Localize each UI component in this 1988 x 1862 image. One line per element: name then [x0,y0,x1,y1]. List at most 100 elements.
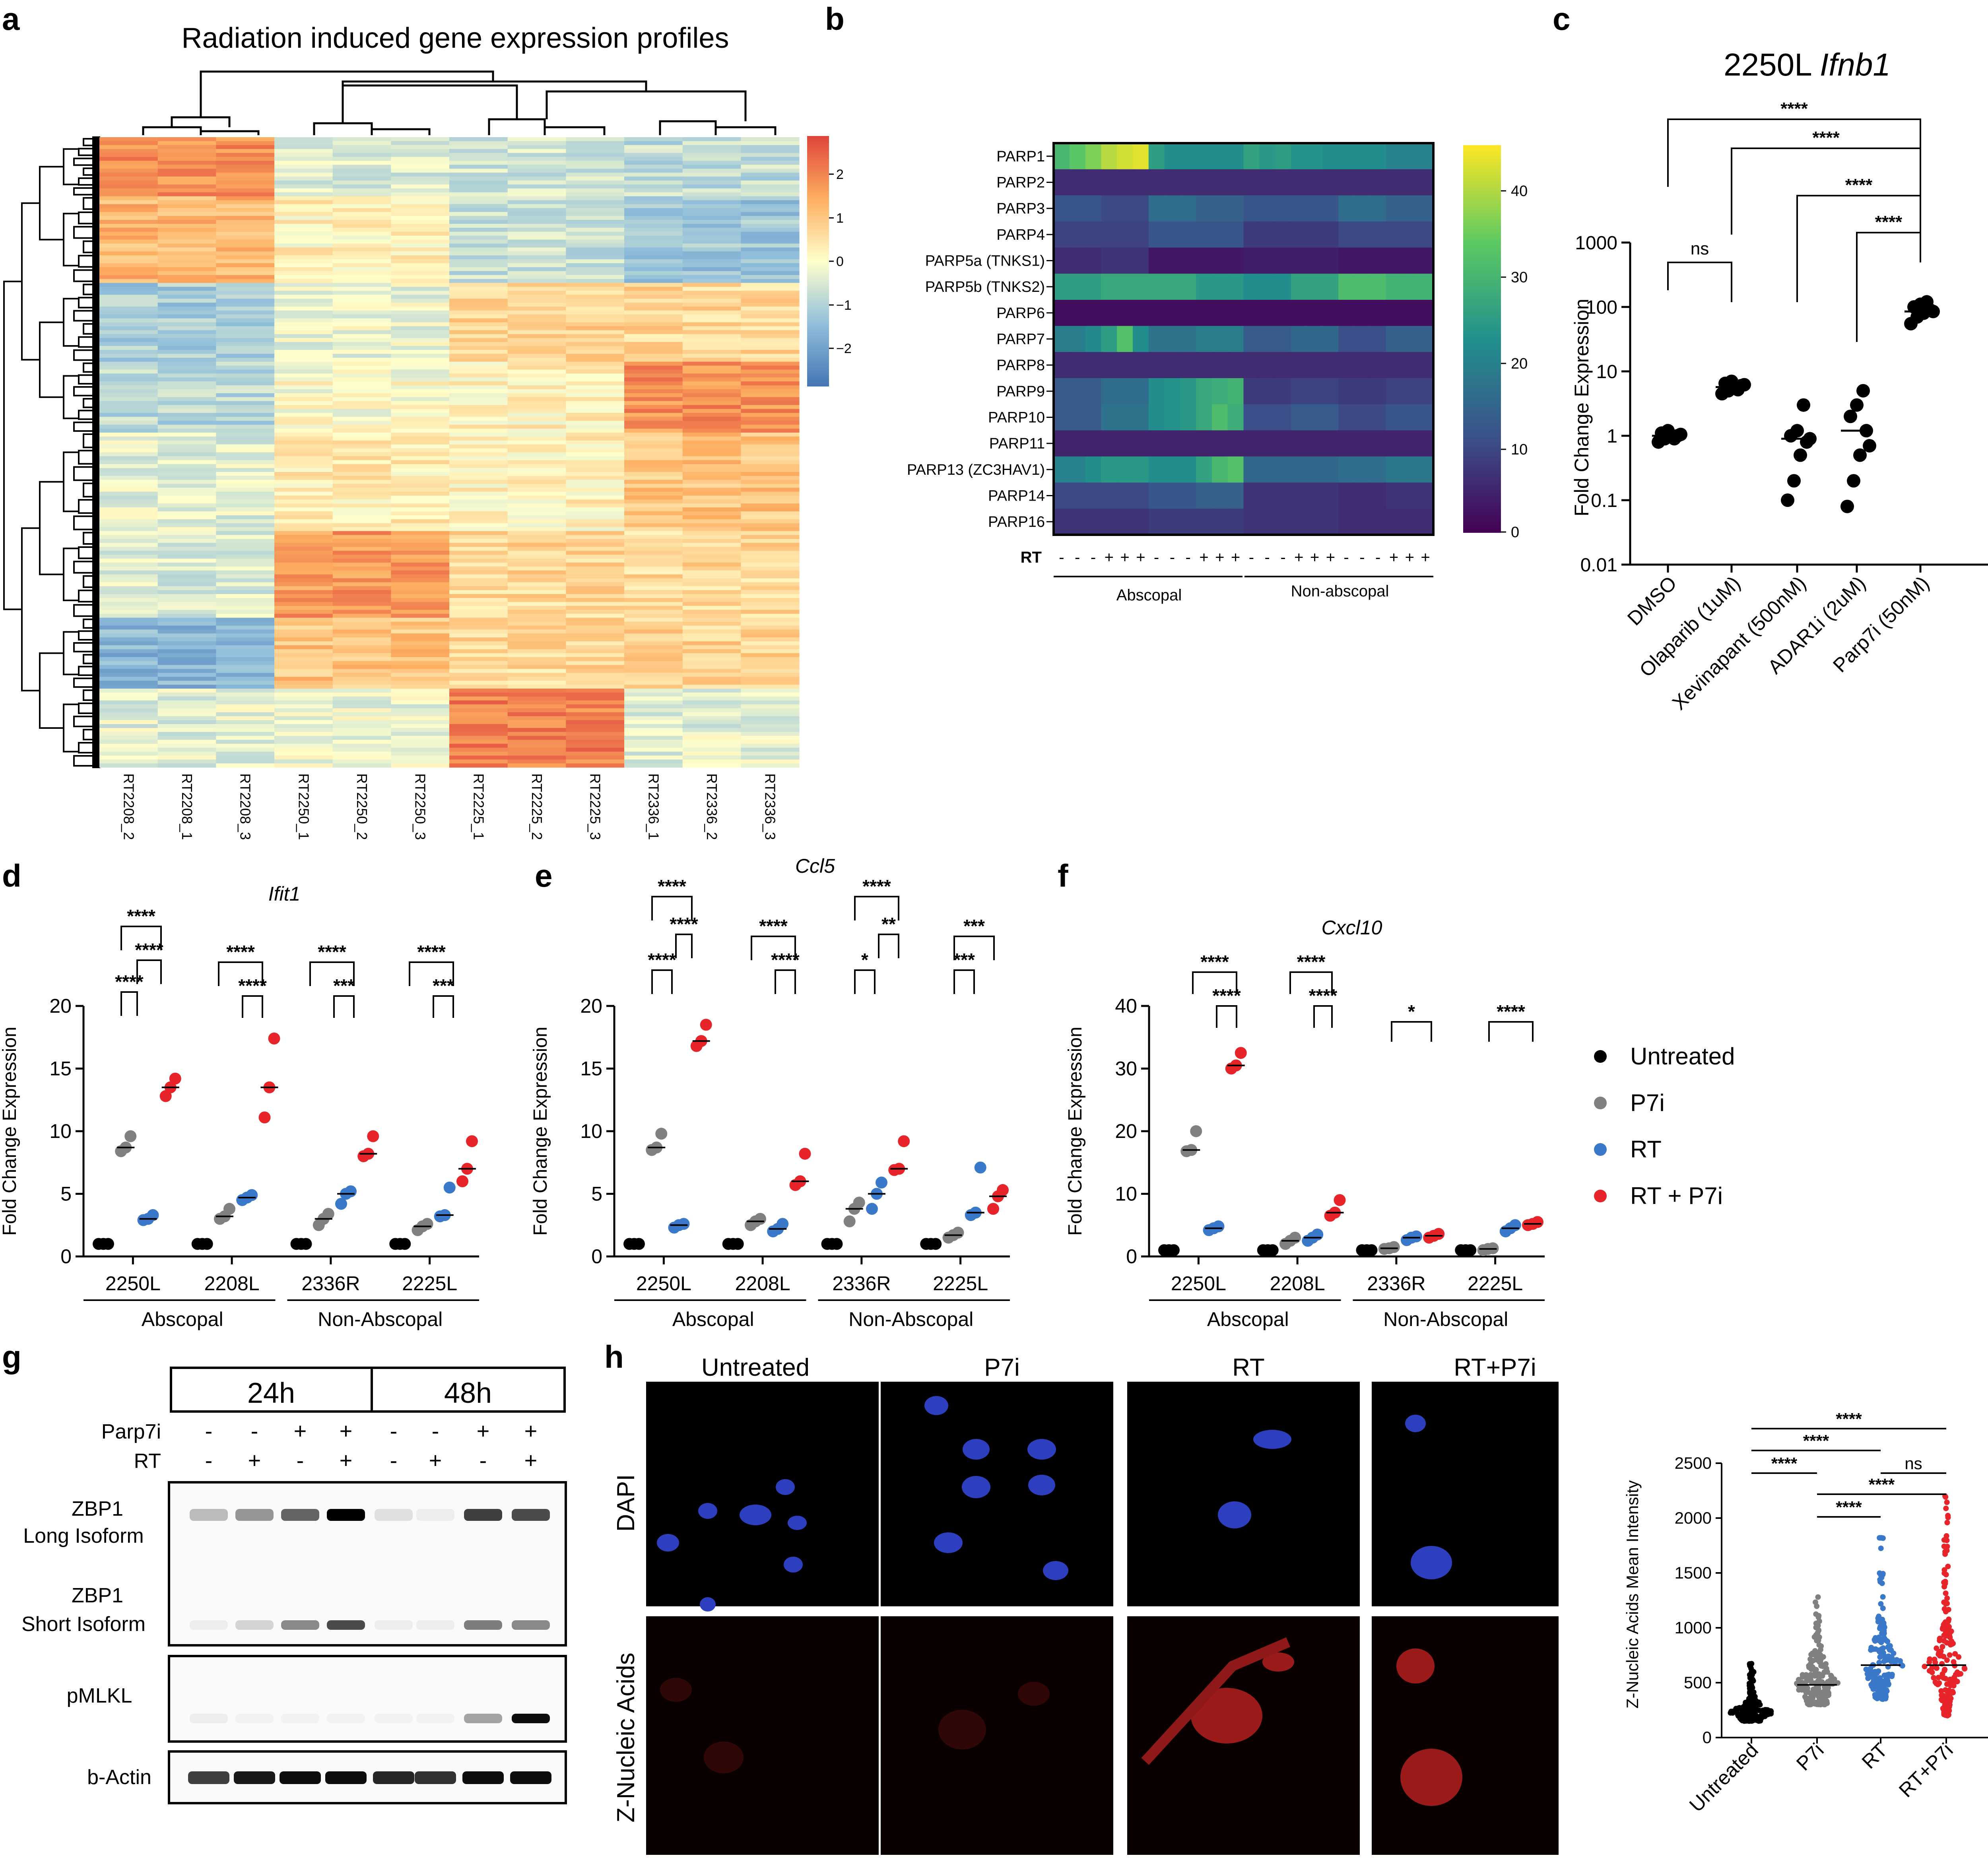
heatmap-a-cell [391,338,450,342]
heatmap-a-cell [449,740,508,744]
heatmap-a-cell [624,220,683,224]
heatmap-a-cell [391,231,450,236]
h-category-label: Untreated [1685,1739,1763,1816]
heatmap-a-cell [216,456,275,460]
heatmap-a-cell [449,271,508,276]
heatmap-a-cell [682,700,741,705]
heatmap-b-cell [1054,352,1070,379]
z-nucleic-signal [1191,1688,1262,1744]
heatmap-a-cell [507,334,566,338]
c-ytick-label: 100 [1586,297,1617,318]
heatmap-a-cell [682,161,741,165]
heatmap-a-cell [624,259,683,264]
band-pmlkl [375,1714,413,1723]
rt-mark: + [1294,549,1303,566]
rt-mark: + [1105,549,1114,566]
c-ytick-label: 0.1 [1591,490,1617,511]
heatmap-a-cell [624,629,683,634]
heatmap-a-cell [741,736,800,740]
heatmap-a-cell [332,732,391,736]
panel_e-point [843,1215,856,1227]
heatmap-b-cell [1275,300,1291,326]
heatmap-a-cell [216,212,275,216]
heatmap-a-cell [566,460,625,464]
heatmap-a-cell [449,716,508,720]
heatmap-b-cell [1133,221,1149,248]
heatmap-a-cell [682,685,741,689]
gene-label: PARP8 [996,357,1045,374]
h-point [1728,1710,1734,1716]
heatmap-a-cell [624,243,683,248]
heatmap-a-cell [274,472,333,476]
heatmap-a-cell [449,708,508,713]
heatmap-a-cell [99,677,158,681]
row-dendro-branch [83,398,93,408]
h-point [1944,1538,1950,1544]
heatmap-a-cell [332,165,391,169]
heatmap-a-cell [332,617,391,622]
heatmap-a-cell [391,495,450,500]
panel-letter-d: d [2,858,21,893]
dapi-nucleus [1411,1546,1452,1579]
heatmap-a-cell [391,177,450,181]
heatmap-a-cell [216,716,275,720]
heatmap-a-cell [99,291,158,295]
heatmap-a-cell [216,515,275,520]
rt-mark: + [1199,549,1208,566]
heatmap-a-cell [624,606,683,610]
micro-col-rt: RT [1232,1354,1265,1381]
heatmap-a-cell [99,157,158,161]
heatmap-a-cell [391,275,450,280]
heatmap-a-cell [566,192,625,197]
gene-label: PARP2 [996,175,1045,191]
heatmap-a-cell [624,192,683,197]
rt-mark: + [1421,549,1430,566]
gene-label: PARP11 [989,435,1045,452]
heatmap-a-cell [624,562,683,567]
parp7i-mark: + [340,1418,353,1443]
heatmap-a-cell [624,633,683,638]
heatmap-a-cell [741,330,800,334]
heatmap-a-cell [682,243,741,248]
heatmap-a-cell [682,755,741,760]
heatmap-b-cell [1227,247,1244,274]
heatmap-a-cell [391,464,450,468]
heatmap-a-cell [332,235,391,240]
heatmap-a-cell [741,377,800,382]
h-point [1830,1681,1836,1687]
heatmap-a-cell [157,444,216,449]
heatmap-a-cell [624,519,683,524]
sample-label: RT2208_2 [120,773,137,840]
heatmap-a-cell [741,507,800,512]
heatmap-a-cell [332,629,391,634]
panel_e-point [898,1135,910,1147]
heatmap-a-cell [624,291,683,295]
panel_d-ytick-label: 5 [60,1183,72,1205]
heatmap-a-cell [741,157,800,161]
heatmap-b-cell [1117,352,1133,379]
heatmap-a-cell [391,322,450,327]
heatmap-a-cell [682,732,741,736]
heatmap-a-cell [391,582,450,586]
heatmap-a-cell [682,322,741,327]
row-dendro-branch [73,642,93,652]
heatmap-a-cell [274,535,333,539]
heatmap-a-cell [157,460,216,464]
heatmap-a-cell [566,566,625,571]
h-point [1744,1712,1750,1718]
heatmap-a-cell [391,598,450,602]
heatmap-a-cell [216,602,275,606]
group-non-abscopal: Non-abscopal [1291,582,1389,600]
heatmap-a-cell [566,704,625,709]
heatmap-a-cell [332,759,391,764]
heatmap-a-cell [332,499,391,504]
dapi-nucleus [776,1479,795,1495]
heatmap-a-cell [157,373,216,378]
heatmap-a-cell [682,299,741,303]
heatmap-a-cell [99,468,158,472]
heatmap-a-cell [99,527,158,532]
heatmap-a-cell [216,617,275,622]
heatmap-b-cell [1085,195,1102,222]
h-point [1944,1499,1950,1505]
heatmap-a-cell [566,377,625,382]
